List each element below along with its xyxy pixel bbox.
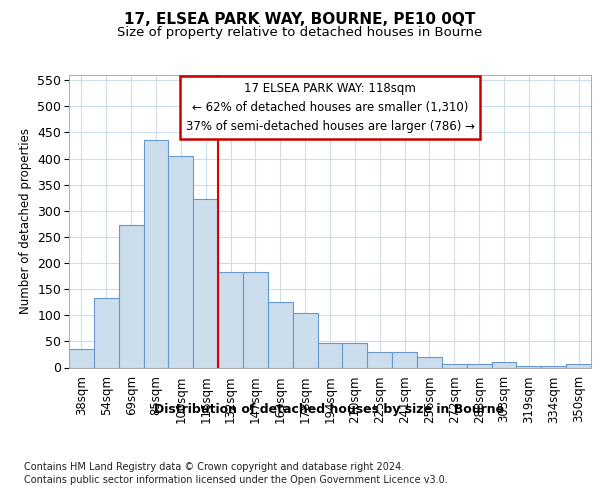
Bar (541, 366, 566, 368)
Bar (94, 298, 119, 368)
Bar (367, 352, 392, 368)
Bar (143, 140, 169, 368)
Text: Distribution of detached houses by size in Bourne: Distribution of detached houses by size … (154, 402, 504, 415)
Bar (293, 313, 317, 368)
Bar (566, 364, 591, 368)
Bar (268, 302, 293, 368)
Text: Contains public sector information licensed under the Open Government Licence v3: Contains public sector information licen… (24, 475, 448, 485)
Bar (467, 364, 491, 368)
Bar (442, 364, 467, 368)
Text: Contains HM Land Registry data © Crown copyright and database right 2024.: Contains HM Land Registry data © Crown c… (24, 462, 404, 472)
Text: 17 ELSEA PARK WAY: 118sqm
← 62% of detached houses are smaller (1,310)
37% of se: 17 ELSEA PARK WAY: 118sqm ← 62% of detac… (185, 82, 475, 134)
Bar (193, 199, 218, 368)
Bar (317, 344, 343, 367)
Bar (517, 366, 541, 368)
Bar (392, 352, 417, 368)
Bar (243, 272, 268, 368)
Text: Size of property relative to detached houses in Bourne: Size of property relative to detached ho… (118, 26, 482, 39)
Bar (169, 156, 193, 368)
Bar (491, 362, 517, 368)
Y-axis label: Number of detached properties: Number of detached properties (19, 128, 32, 314)
Bar (417, 357, 442, 368)
Bar (218, 272, 243, 368)
Bar (343, 344, 367, 367)
Bar (69, 349, 94, 368)
Text: 17, ELSEA PARK WAY, BOURNE, PE10 0QT: 17, ELSEA PARK WAY, BOURNE, PE10 0QT (124, 12, 476, 28)
Bar (119, 226, 143, 368)
